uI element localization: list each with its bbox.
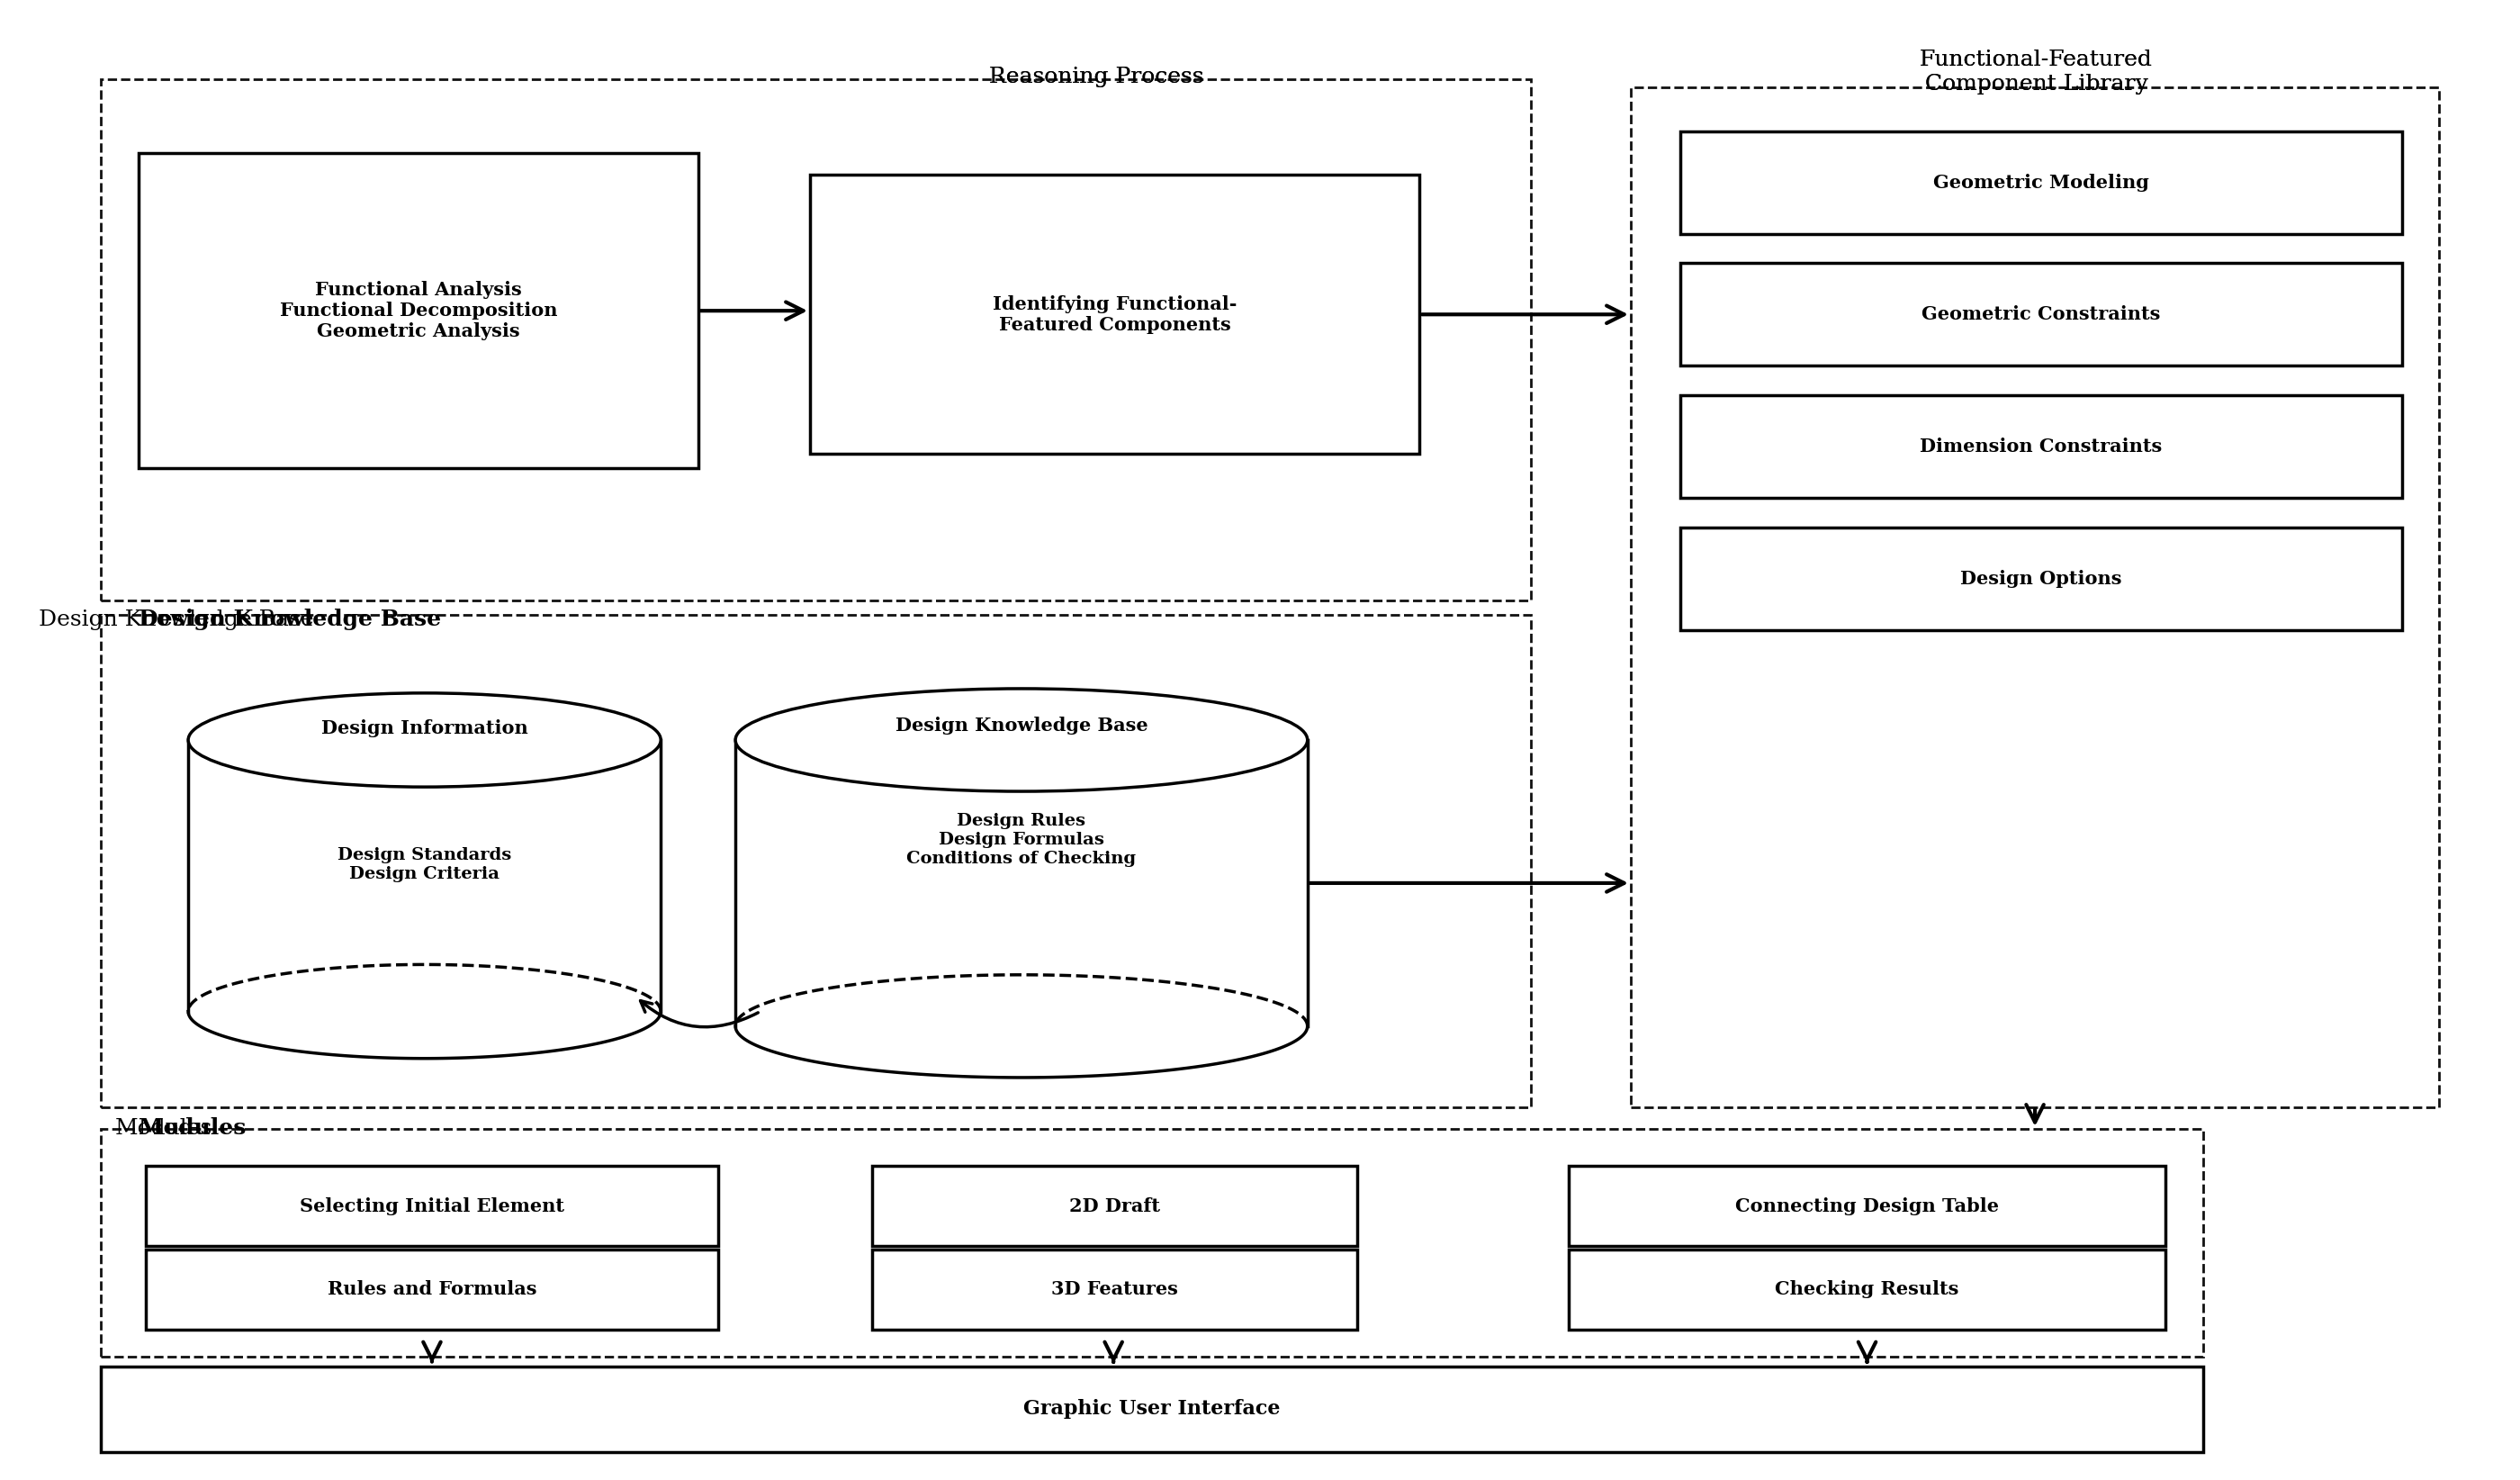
Bar <box>809 175 1419 454</box>
Text: Functional-Featured
Component Library: Functional-Featured Component Library <box>1920 50 2152 95</box>
Text: Reasoning Process: Reasoning Process <box>988 67 1205 87</box>
Text: Dimension Constraints: Dimension Constraints <box>1920 438 2162 456</box>
Bar <box>1567 1166 2165 1246</box>
Bar <box>736 740 1308 1026</box>
Text: Geometric Constraints: Geometric Constraints <box>1923 305 2160 324</box>
Bar <box>1681 132 2402 234</box>
Text: Selecting Initial Element: Selecting Initial Element <box>300 1197 564 1215</box>
Bar <box>1681 263 2402 366</box>
Text: Rules and Formulas: Rules and Formulas <box>328 1280 537 1298</box>
Bar <box>1567 1249 2165 1331</box>
Text: Design Information: Design Information <box>320 719 527 737</box>
Text: Functional Analysis
Functional Decomposition
Geometric Analysis: Functional Analysis Functional Decomposi… <box>280 281 557 340</box>
Bar <box>146 1166 718 1246</box>
Bar <box>101 1366 2202 1452</box>
Text: 3D Features: 3D Features <box>1051 1280 1177 1298</box>
Bar <box>101 80 1532 601</box>
Bar <box>146 1249 718 1331</box>
Text: Reasoning Process: Reasoning Process <box>988 67 1205 87</box>
Bar <box>1630 87 2439 1107</box>
Text: Graphic User Interface: Graphic User Interface <box>1023 1399 1280 1419</box>
Ellipse shape <box>736 688 1308 792</box>
Bar <box>101 616 1532 1107</box>
Text: Connecting Design Table: Connecting Design Table <box>1736 1197 1998 1215</box>
Text: Checking Results: Checking Results <box>1774 1280 1958 1298</box>
FancyArrowPatch shape <box>640 1000 759 1027</box>
Text: Design Knowledge Base: Design Knowledge Base <box>895 716 1147 734</box>
Bar <box>1681 395 2402 497</box>
Text: Design Knowledge Base: Design Knowledge Base <box>38 610 312 630</box>
Bar <box>139 152 698 469</box>
Text: Design Rules
Design Formulas
Conditions of Checking: Design Rules Design Formulas Conditions … <box>907 813 1137 867</box>
Text: Identifying Functional-
Featured Components: Identifying Functional- Featured Compone… <box>993 295 1237 334</box>
Text: Design Options: Design Options <box>1961 570 2122 588</box>
Text: Modules: Modules <box>113 1119 212 1140</box>
Text: Geometric Modeling: Geometric Modeling <box>1933 173 2150 191</box>
Ellipse shape <box>189 693 660 787</box>
Bar <box>872 1166 1358 1246</box>
Text: Design Standards
Design Criteria: Design Standards Design Criteria <box>338 847 512 882</box>
Bar <box>872 1249 1358 1331</box>
Text: Functional-Featured
Component Library: Functional-Featured Component Library <box>1920 50 2152 95</box>
Bar <box>101 1129 2202 1356</box>
Bar <box>189 740 660 1011</box>
Text: 2D Draft: 2D Draft <box>1068 1197 1159 1215</box>
Bar <box>1681 527 2402 630</box>
Text: Design Knowledge Base: Design Knowledge Base <box>139 608 441 630</box>
Text: Modules: Modules <box>139 1117 247 1140</box>
